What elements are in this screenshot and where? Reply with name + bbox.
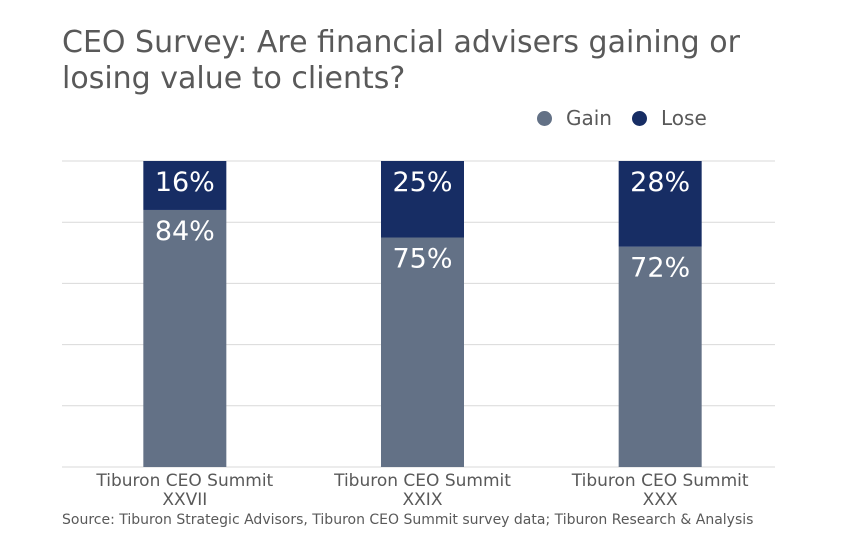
category-label-2: Tiburon CEO Summit XXX <box>560 472 760 510</box>
data-label-gain-0: 84% <box>155 216 215 247</box>
legend-label-gain: Gain <box>566 106 612 130</box>
data-label-lose-0: 16% <box>155 167 215 198</box>
category-label-line: Tiburon CEO Summit <box>334 471 511 491</box>
legend-item-gain: Gain <box>537 106 612 130</box>
data-label-gain-2: 72% <box>630 253 690 284</box>
bar-lose-2 <box>618 161 702 247</box>
category-label-line: Tiburon CEO Summit <box>96 471 274 491</box>
bar-lose-1 <box>381 161 464 238</box>
chart-title: CEO Survey: Are financial advisers gaini… <box>62 25 740 96</box>
bar-gain-1 <box>381 237 464 467</box>
legend-swatch-gain <box>537 110 552 126</box>
bar-gain-0 <box>143 209 227 467</box>
data-label-gain-1: 75% <box>392 244 452 275</box>
legend-item-lose: Lose <box>632 106 707 130</box>
category-label-0: Tiburon CEO Summit XXVII <box>85 472 285 510</box>
bar-gain-2 <box>618 246 702 467</box>
source-note: Source: Tiburon Strategic Advisors, Tibu… <box>62 512 754 528</box>
category-label-line: XXIX <box>402 490 443 510</box>
data-label-lose-1: 25% <box>392 167 452 198</box>
category-label-line: Tiburon CEO Summit <box>571 471 749 491</box>
legend-swatch-lose <box>632 110 647 126</box>
category-label-line: XXX <box>642 490 678 510</box>
legend: Gain Lose <box>537 106 727 130</box>
legend-label-lose: Lose <box>661 106 707 130</box>
bar-lose-0 <box>143 161 227 210</box>
category-label-line: XXVII <box>162 490 208 510</box>
category-label-1: Tiburon CEO Summit XXIX <box>323 472 523 510</box>
data-label-lose-2: 28% <box>630 167 690 198</box>
